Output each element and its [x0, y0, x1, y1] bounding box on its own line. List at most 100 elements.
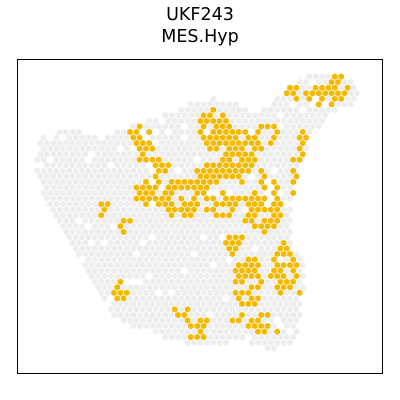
- mes-hyp-spot: [197, 328, 204, 335]
- tissue-spot: [91, 156, 98, 164]
- tissue-spot: [251, 123, 258, 130]
- tissue-spot: [168, 322, 175, 330]
- mes-hyp-spot: [290, 256, 297, 263]
- mes-hyp-spot: [159, 195, 165, 202]
- mes-hyp-spot: [200, 178, 207, 186]
- tissue-spot: [66, 178, 73, 186]
- mes-hyp-spot: [242, 217, 249, 224]
- mes-hyp-spot: [255, 195, 261, 202]
- tissue-spot: [226, 311, 233, 319]
- mes-hyp-spot: [155, 156, 162, 164]
- tissue-spot: [168, 123, 175, 130]
- tissue-spot: [239, 134, 245, 141]
- tissue-spot: [159, 250, 165, 258]
- chart-subtitle: MES.Hyp: [161, 27, 239, 47]
- tissue-spot: [277, 156, 284, 164]
- tissue-spot: [79, 245, 85, 252]
- mes-hyp-spot: [261, 228, 268, 236]
- tissue-spot: [187, 145, 194, 152]
- tissue-spot: [187, 101, 194, 108]
- tissue-spot: [264, 167, 271, 175]
- mes-hyp-spot: [159, 162, 165, 169]
- tissue-spot: [130, 211, 137, 219]
- tissue-spot: [162, 300, 169, 308]
- tissue-spot: [200, 278, 207, 285]
- tissue-spot: [56, 184, 63, 191]
- mes-hyp-spot: [287, 84, 293, 91]
- tissue-spot: [245, 145, 252, 152]
- tissue-spot: [127, 295, 133, 302]
- mes-hyp-spot: [242, 261, 249, 269]
- mes-hyp-spot: [191, 206, 197, 213]
- mes-hyp-spot: [117, 223, 124, 230]
- mes-hyp-spot: [341, 90, 348, 97]
- tissue-spot: [85, 256, 92, 263]
- tissue-spot: [120, 206, 127, 213]
- tissue-spot: [72, 189, 79, 197]
- tissue-spot: [146, 173, 153, 180]
- tissue-spot: [187, 289, 194, 297]
- tissue-spot: [82, 139, 89, 147]
- tissue-spot: [82, 184, 89, 191]
- tissue-spot: [168, 112, 175, 119]
- tissue-spot: [283, 189, 290, 197]
- tissue-spot: [280, 339, 287, 346]
- tissue-spot: [168, 333, 175, 341]
- tissue-spot: [53, 156, 60, 164]
- mes-hyp-spot: [162, 167, 169, 175]
- tissue-spot: [59, 167, 66, 175]
- mes-hyp-spot: [255, 328, 261, 335]
- mes-hyp-spot: [184, 206, 191, 213]
- tissue-spot: [267, 106, 274, 114]
- tissue-spot: [283, 134, 290, 141]
- mes-hyp-spot: [255, 272, 261, 280]
- tissue-spot: [123, 211, 130, 219]
- tissue-spot: [280, 217, 287, 224]
- tissue-spot: [114, 239, 121, 247]
- tissue-spot: [133, 306, 140, 313]
- tissue-spot: [287, 272, 293, 280]
- mes-hyp-spot: [271, 211, 277, 219]
- mes-hyp-spot: [223, 117, 229, 125]
- mes-hyp-spot: [283, 90, 290, 97]
- tissue-spot: [267, 261, 274, 269]
- mes-hyp-spot: [248, 162, 255, 169]
- tissue-spot: [274, 150, 281, 158]
- tissue-spot: [34, 167, 41, 175]
- tissue-spot: [53, 211, 60, 219]
- tissue-spot: [261, 306, 268, 313]
- tissue-spot: [293, 306, 300, 313]
- tissue-spot: [69, 173, 76, 180]
- tissue-spot: [331, 106, 338, 114]
- tissue-spot: [139, 250, 146, 258]
- tissue-spot: [245, 311, 252, 319]
- tissue-spot: [200, 289, 207, 297]
- tissue-spot: [127, 195, 133, 202]
- mes-hyp-spot: [242, 272, 249, 280]
- tissue-spot: [123, 311, 130, 319]
- tissue-spot: [213, 322, 220, 330]
- tissue-spot: [79, 189, 85, 197]
- tissue-spot: [245, 278, 252, 285]
- tissue-spot: [235, 117, 242, 125]
- tissue-spot: [159, 261, 165, 269]
- tissue-spot: [271, 101, 277, 108]
- tissue-spot: [104, 267, 111, 274]
- tissue-spot: [159, 228, 165, 236]
- tissue-spot: [72, 211, 79, 219]
- tissue-spot: [194, 123, 201, 130]
- tissue-spot: [223, 328, 229, 335]
- tissue-spot: [130, 256, 137, 263]
- mes-hyp-spot: [213, 167, 220, 175]
- tissue-spot: [117, 267, 124, 274]
- mes-hyp-spot: [331, 84, 338, 91]
- tissue-spot: [175, 300, 181, 308]
- tissue-spot: [117, 156, 124, 164]
- tissue-spot: [120, 317, 127, 324]
- mes-hyp-spot: [303, 90, 309, 97]
- tissue-spot: [303, 78, 309, 86]
- tissue-spot: [159, 150, 165, 158]
- mes-hyp-spot: [187, 211, 194, 219]
- tissue-spot: [63, 228, 69, 236]
- tissue-spot: [203, 106, 210, 114]
